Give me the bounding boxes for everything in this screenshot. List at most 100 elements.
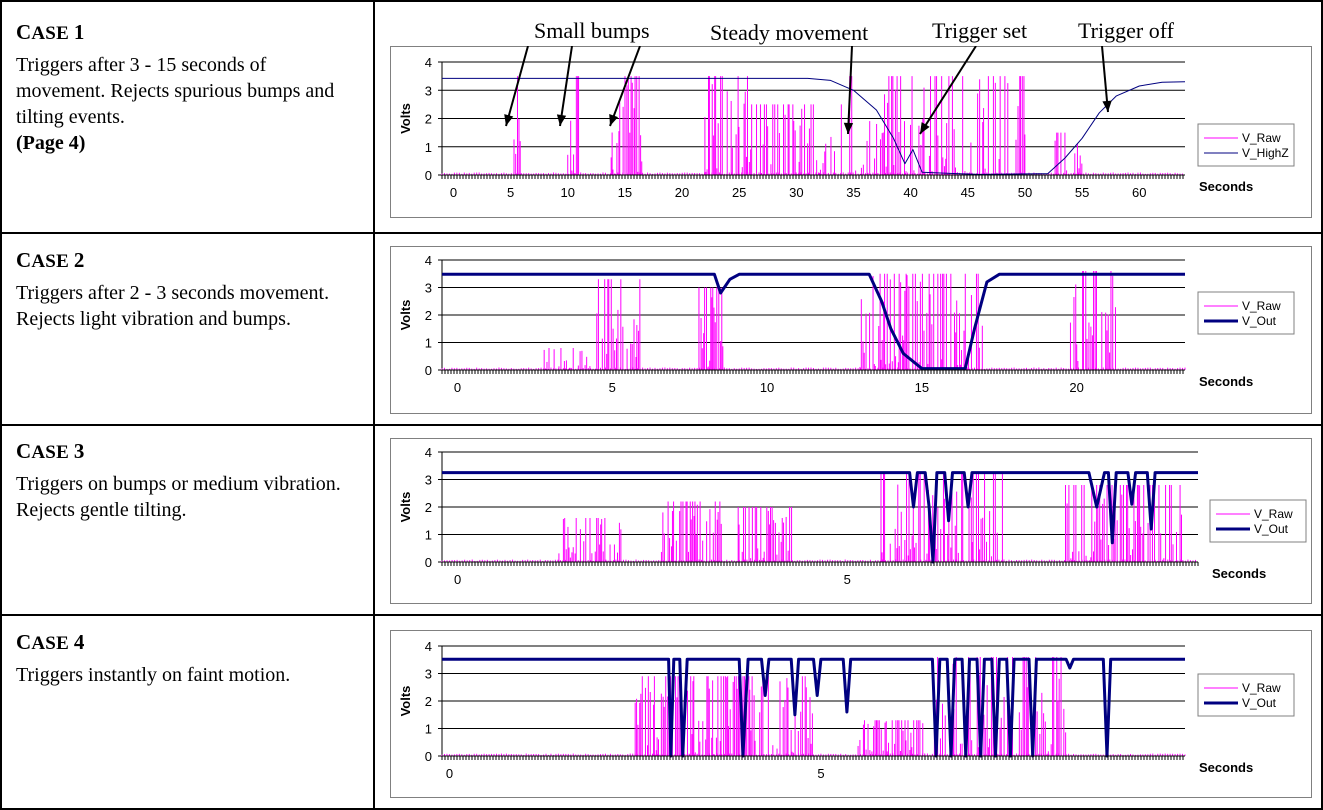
series-v-out <box>442 657 1185 758</box>
case-title-prefix: C <box>16 20 32 44</box>
case-title-number: 1 <box>73 20 85 44</box>
x-tick-label: 55 <box>1075 185 1089 200</box>
x-tick-label: 0 <box>450 185 457 200</box>
annotation-arrow <box>609 46 641 127</box>
chart-frame <box>390 438 1312 604</box>
legend-label: V_Out <box>1242 314 1277 328</box>
y-tick-label: 3 <box>425 83 432 98</box>
case-title-prefix: C <box>16 630 32 654</box>
series-v-raw <box>441 271 1186 370</box>
x-tick-label: 15 <box>618 185 632 200</box>
x-tick-label: 15 <box>915 380 929 395</box>
x-tick-label: 25 <box>732 185 746 200</box>
x-tick-label: 35 <box>846 185 860 200</box>
y-tick-label: 1 <box>425 336 432 351</box>
row-divider <box>0 424 1323 426</box>
x-tick-label: 0 <box>446 766 453 781</box>
y-tick-label: 2 <box>425 308 432 323</box>
legend-label: V_Out <box>1254 522 1289 536</box>
chart-case-4: 0 1 2 3 4 Volts 0 5 Seconds V_Raw V_Out <box>390 630 1312 798</box>
column-divider <box>373 0 375 810</box>
y-tick-label: 0 <box>425 168 432 183</box>
x-tick-label: 20 <box>1069 380 1083 395</box>
chart-case-2: 0 1 2 3 4 Volts 0 5 10 15 20 Seconds V_Raw V_Out <box>390 246 1312 414</box>
chart-case-3: 0 1 2 3 4 Volts 0 5 Seconds V_Raw V_Out <box>390 438 1312 604</box>
annotation-arrowhead <box>920 122 930 134</box>
case-title-rest: ASE <box>31 251 69 272</box>
x-tick-label: 30 <box>789 185 803 200</box>
legend-label: V_Raw <box>1254 507 1293 521</box>
x-tick-label: 50 <box>1018 185 1032 200</box>
x-tick-label: 10 <box>760 380 774 395</box>
x-tick-label: 5 <box>609 380 616 395</box>
chart-frame <box>390 246 1312 414</box>
x-axis-label: Seconds <box>1199 760 1253 775</box>
y-tick-label: 3 <box>425 281 432 296</box>
x-tick-label: 5 <box>844 572 851 587</box>
legend-label: V_Out <box>1242 696 1277 710</box>
y-tick-label: 0 <box>425 363 432 378</box>
chart-case-1: 0 1 2 3 4 Volts 0 5 10 15 20 25 30 35 40 45 50 55 60 Second… <box>390 46 1312 218</box>
annotation-arrow <box>559 46 573 127</box>
case-text: Triggers on bumps or medium vibration. R… <box>16 473 341 521</box>
y-axis-label: Volts <box>398 103 413 134</box>
row-divider <box>0 808 1323 810</box>
case-4-description: CASE 4 Triggers instantly on faint motio… <box>16 630 356 688</box>
y-tick-label: 3 <box>425 667 432 682</box>
case-title: CASE 1 <box>16 20 356 45</box>
annotation-arrowhead <box>609 114 619 126</box>
x-tick-label: 45 <box>961 185 975 200</box>
annotation-small-bumps: Small bumps <box>534 18 650 43</box>
y-tick-label: 4 <box>425 445 432 460</box>
series-v-out <box>442 471 1198 564</box>
x-minor-ticks <box>441 370 1184 374</box>
y-tick-label: 1 <box>425 140 432 155</box>
legend-label: V_Raw <box>1242 131 1281 145</box>
case-title-prefix: C <box>16 439 32 463</box>
x-tick-label: 0 <box>454 572 461 587</box>
x-axis-label: Seconds <box>1212 566 1266 581</box>
annotation-arrowhead <box>843 122 854 134</box>
case-text: Triggers after 3 - 15 seconds of movemen… <box>16 54 335 128</box>
case-title-number: 3 <box>73 439 85 463</box>
y-axis-label: Volts <box>398 300 413 331</box>
series-v-out <box>442 272 1185 371</box>
case-title-rest: ASE <box>31 23 69 44</box>
y-tick-label: 0 <box>425 749 432 764</box>
case-title: CASE 4 <box>16 630 356 655</box>
annotation-trigger-set: Trigger set <box>932 18 1028 43</box>
case-text: Triggers after 2 - 3 seconds movement. R… <box>16 282 330 330</box>
annotation-arrow <box>919 46 977 135</box>
legend-label: V_HighZ <box>1242 146 1289 160</box>
y-tick-label: 4 <box>425 253 432 268</box>
y-tick-label: 0 <box>425 555 432 570</box>
row-divider <box>0 0 1323 2</box>
x-tick-label: 60 <box>1132 185 1146 200</box>
column-divider <box>1321 0 1323 810</box>
case-title-number: 4 <box>73 630 85 654</box>
y-axis-label: Volts <box>398 492 413 523</box>
page-reference: (Page 4) <box>16 132 86 154</box>
case-title-prefix: C <box>16 248 32 272</box>
legend-box <box>1197 673 1295 717</box>
column-divider <box>0 0 2 810</box>
case-title-rest: ASE <box>31 633 69 654</box>
x-tick-label: 40 <box>903 185 917 200</box>
x-tick-label: 20 <box>675 185 689 200</box>
series-v-highz <box>442 77 1186 175</box>
annotation-trigger-off: Trigger off <box>1078 18 1174 43</box>
annotation-arrow <box>847 46 853 135</box>
case-title-number: 2 <box>73 248 85 272</box>
y-tick-label: 4 <box>425 55 432 70</box>
y-tick-label: 2 <box>425 112 432 127</box>
y-tick-label: 4 <box>425 639 432 654</box>
case-text: Triggers instantly on faint motion. <box>16 664 291 686</box>
case-title-rest: ASE <box>31 442 69 463</box>
x-tick-label: 0 <box>454 380 461 395</box>
